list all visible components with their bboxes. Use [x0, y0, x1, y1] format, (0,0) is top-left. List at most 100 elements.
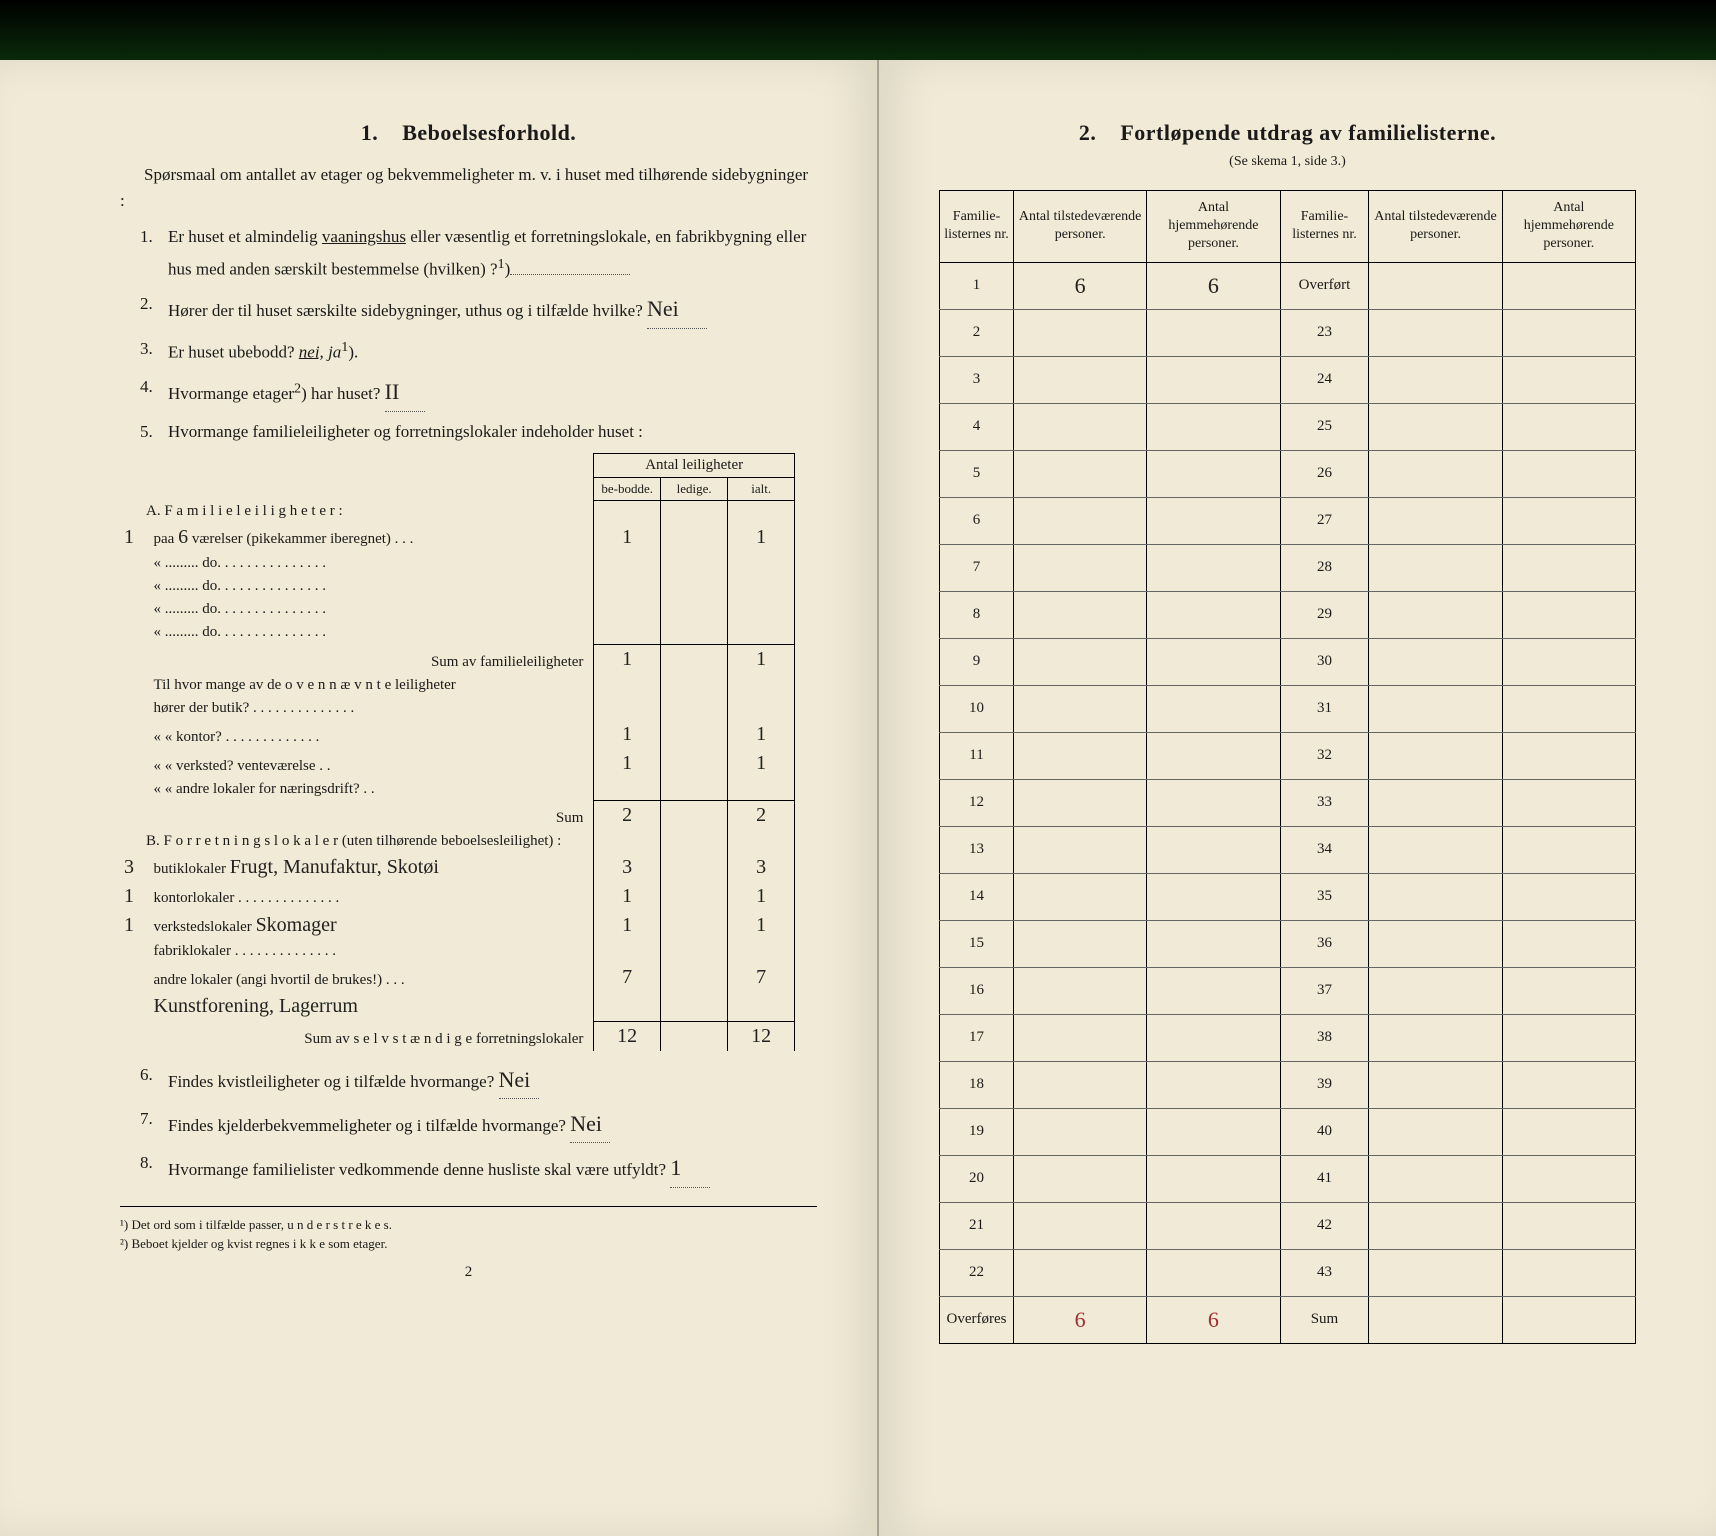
a-row1-ialt: 1	[756, 526, 766, 548]
b0-hw: Frugt, Manufaktur, Skotøi	[230, 856, 439, 878]
table-cell	[1502, 450, 1635, 497]
table-cell	[1502, 309, 1635, 356]
left-intro: Spørsmaal om antallet av etager og bekve…	[120, 162, 817, 213]
table-cell	[1014, 967, 1147, 1014]
table-cell	[1014, 1155, 1147, 1202]
table-cell	[1014, 685, 1147, 732]
table-cell	[1369, 1202, 1502, 1249]
b2-ialt: 1	[756, 914, 766, 936]
table-cell	[1014, 638, 1147, 685]
a-do-0: « ......... do. . . . . . . . . . . . . …	[140, 552, 795, 575]
table-cell	[1147, 544, 1280, 591]
table-cell	[1502, 356, 1635, 403]
head-top-row: Antal leiligheter	[140, 453, 795, 477]
table-row: 1839	[940, 1061, 1636, 1108]
table-row: 1738	[940, 1014, 1636, 1061]
a-sub1: « « kontor? . . . . . . . . . . . . .	[154, 729, 320, 745]
a-sub3: « « andre lokaler for næringsdrift? . .	[154, 781, 375, 797]
table-cell: 4	[940, 403, 1014, 450]
table-cell	[1014, 1249, 1147, 1296]
a-sum-ialt: 1	[756, 648, 766, 670]
a-subintro: Til hvor mange av de o v e n n æ v n t e…	[154, 677, 456, 693]
b-row-0: 3 butiklokaler Frugt, Manufaktur, Skotøi…	[140, 853, 795, 882]
q2-answer: Nei	[647, 290, 707, 328]
table-cell	[1502, 1014, 1635, 1061]
q1-num: 1.	[140, 223, 153, 252]
b-sum-be: 12	[617, 1025, 637, 1047]
b-row-1: 1 kontorlokaler . . . . . . . . . . . . …	[140, 882, 795, 911]
a-subsum-ialt: 2	[756, 804, 766, 826]
table-cell	[1502, 497, 1635, 544]
table-cell	[1502, 967, 1635, 1014]
b-row-4: andre lokaler (angi hvortil de brukes!) …	[140, 963, 795, 992]
table-cell: Overført	[1280, 262, 1369, 309]
table-cell: 37	[1280, 967, 1369, 1014]
table-cell: 24	[1280, 356, 1369, 403]
table-cell	[1147, 356, 1280, 403]
table-row: 1132	[940, 732, 1636, 779]
a-subsum-label: Sum	[556, 810, 584, 826]
a-do1: « ......... do. . . . . . . . . . . . . …	[154, 578, 327, 594]
a-sub1-be: 1	[622, 723, 632, 745]
q8-text: Hvormange familielister vedkommende denn…	[168, 1160, 666, 1179]
table-row: 526	[940, 450, 1636, 497]
q4-text-b: ) har huset?	[301, 384, 380, 403]
table-cell: 23	[1280, 309, 1369, 356]
a-sub-3: « « andre lokaler for næringsdrift? . .	[140, 778, 795, 801]
table-cell: 35	[1280, 873, 1369, 920]
table-cell	[1147, 403, 1280, 450]
a-sub-1: « « kontor? . . . . . . . . . . . . .11	[140, 720, 795, 749]
table-cell	[1147, 1202, 1280, 1249]
table-cell	[1369, 262, 1502, 309]
q4-num: 4.	[140, 373, 153, 402]
b1-be: 1	[622, 885, 632, 907]
table-row: 2041	[940, 1155, 1636, 1202]
q6-num: 6.	[140, 1061, 153, 1090]
table-row: 2142	[940, 1202, 1636, 1249]
overfores-a: 6	[1075, 1307, 1086, 1332]
table-row: 425	[940, 403, 1636, 450]
a-do2: « ......... do. . . . . . . . . . . . . …	[154, 601, 327, 617]
table-cell	[1014, 873, 1147, 920]
table-cell	[1147, 309, 1280, 356]
b5-hw: Kunstforening, Lagerrum	[154, 995, 358, 1017]
b1-margin: 1	[124, 885, 134, 908]
a-sub-sum: Sum 2 2	[140, 801, 795, 831]
table-row: 1233	[940, 779, 1636, 826]
table-cell	[1502, 1108, 1635, 1155]
right-section-title: 2. Fortløpende utdrag av familielisterne…	[939, 120, 1636, 146]
table-cell	[1014, 497, 1147, 544]
table-cell	[1147, 450, 1280, 497]
a-sub2-ialt: 1	[756, 752, 766, 774]
q5-text: Hvormange familieleiligheter og forretni…	[168, 422, 643, 441]
table-cell	[1014, 826, 1147, 873]
table-cell	[1502, 638, 1635, 685]
q4-answer: II	[385, 373, 425, 411]
table-cell: 13	[940, 826, 1014, 873]
q5: 5. Hvormange familieleiligheter og forre…	[140, 418, 817, 447]
table-cell	[1369, 1249, 1502, 1296]
table-cell	[1014, 403, 1147, 450]
table-cell	[1014, 732, 1147, 779]
table-cell: 2	[940, 309, 1014, 356]
q3-num: 3.	[140, 335, 153, 364]
overfores-label: Overføres	[940, 1296, 1014, 1343]
table-cell: 40	[1280, 1108, 1369, 1155]
table-cell	[1014, 309, 1147, 356]
table-cell: 6	[1014, 262, 1147, 309]
hdr-c4: Familie-listernes nr.	[1280, 191, 1369, 263]
table-cell	[1369, 544, 1502, 591]
q7-text: Findes kjelderbekvemmeligheter og i tilf…	[168, 1116, 566, 1135]
table-cell: 20	[940, 1155, 1014, 1202]
b4-be: 7	[622, 966, 632, 988]
table-row: 930	[940, 638, 1636, 685]
a-sub-intro: Til hvor mange av de o v e n n æ v n t e…	[140, 674, 795, 697]
b3-label: fabriklokaler . . . . . . . . . . . . . …	[154, 943, 336, 959]
b0-margin: 3	[124, 856, 134, 879]
table-cell: 36	[1280, 920, 1369, 967]
table-cell	[1502, 779, 1635, 826]
q2: 2. Hører der til huset særskilte sidebyg…	[140, 290, 817, 328]
q8: 8. Hvormange familielister vedkommende d…	[140, 1149, 817, 1187]
table-cell	[1014, 1108, 1147, 1155]
table-row: 1334	[940, 826, 1636, 873]
